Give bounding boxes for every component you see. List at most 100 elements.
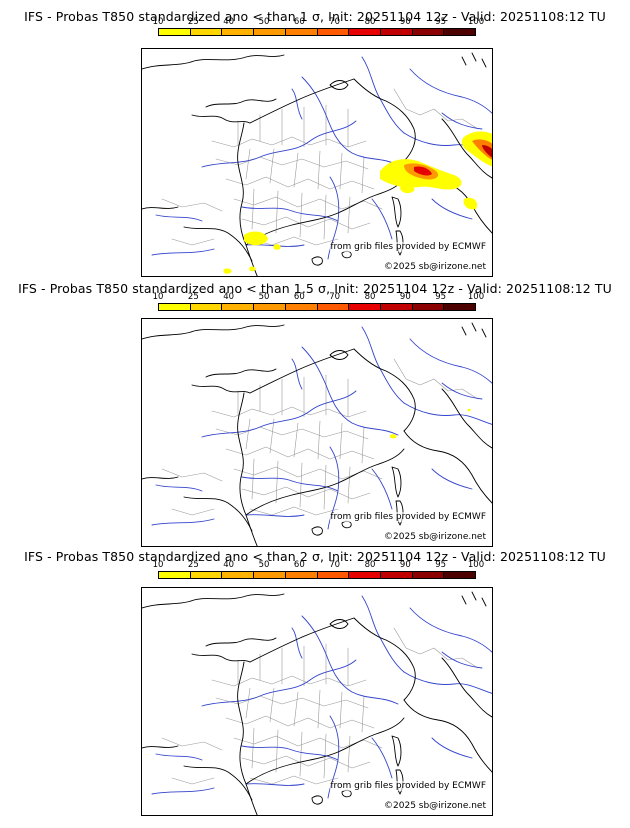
panel-title: IFS - Probas T850 standardized ano < tha… bbox=[24, 9, 606, 24]
map-panel-3: IFS - Probas T850 standardized ano < tha… bbox=[0, 540, 630, 816]
legend-color-swatch bbox=[349, 572, 381, 578]
legend-color-swatch bbox=[412, 304, 445, 310]
legend-tick-label: 90 bbox=[399, 17, 411, 27]
legend-tick-label: 10 bbox=[152, 17, 164, 27]
prob-area-alps bbox=[389, 434, 397, 439]
legend-tick-label: 70 bbox=[329, 17, 341, 27]
probability-map: from grib files provided by ECMWF ©2025 … bbox=[141, 318, 493, 547]
color-legend: 10 25 40 50 60 70 80 90 95 100 bbox=[153, 560, 485, 582]
legend-color-swatch bbox=[254, 29, 286, 35]
legend-color-swatch bbox=[380, 29, 413, 35]
legend-color-swatch bbox=[380, 572, 413, 578]
legend-tick-label: 60 bbox=[293, 560, 305, 570]
legend-tick-label: 25 bbox=[187, 560, 199, 570]
legend-tick-label: 50 bbox=[258, 292, 270, 302]
map-panel-1: IFS - Probas T850 standardized ano < tha… bbox=[0, 0, 630, 277]
source-credit: from grib files provided by ECMWF bbox=[330, 512, 486, 522]
prob-area-sw2 bbox=[223, 268, 232, 274]
legend-color-swatch bbox=[380, 304, 413, 310]
legend-color-swatch bbox=[222, 29, 255, 35]
legend-tick-label: 90 bbox=[399, 560, 411, 570]
color-legend: 10 25 40 50 60 70 80 90 95 100 bbox=[153, 17, 485, 39]
prob-area-sw1 bbox=[273, 244, 281, 250]
legend-color-swatch bbox=[254, 572, 286, 578]
legend-color-swatch bbox=[444, 304, 476, 310]
legend-ticks: 10 25 40 50 60 70 80 90 95 100 bbox=[153, 560, 485, 570]
legend-color-swatch bbox=[190, 572, 223, 578]
legend-tick-label: 95 bbox=[435, 292, 447, 302]
legend-tick-label: 100 bbox=[467, 17, 485, 27]
legend-tick-label: 80 bbox=[364, 292, 376, 302]
probability-areas bbox=[389, 408, 471, 439]
rivers bbox=[151, 326, 492, 530]
prob-area-corsica-n bbox=[400, 184, 415, 194]
color-legend: 10 25 40 50 60 70 80 90 95 100 bbox=[153, 292, 485, 314]
legend-colorbar bbox=[158, 571, 476, 579]
prob-area-alps-peak bbox=[414, 166, 432, 176]
legend-color-swatch bbox=[444, 29, 476, 35]
copyright-credit: ©2025 sb@irizone.net bbox=[384, 262, 486, 272]
legend-tick-label: 80 bbox=[364, 560, 376, 570]
legend-ticks: 10 25 40 50 60 70 80 90 95 100 bbox=[153, 292, 485, 302]
legend-tick-label: 90 bbox=[399, 292, 411, 302]
copyright-credit: ©2025 sb@irizone.net bbox=[384, 801, 486, 811]
legend-tick-label: 95 bbox=[435, 17, 447, 27]
legend-tick-label: 50 bbox=[258, 560, 270, 570]
prob-area-east-core bbox=[472, 139, 492, 160]
legend-color-swatch bbox=[412, 29, 445, 35]
legend-tick-label: 70 bbox=[329, 560, 341, 570]
admin-borders bbox=[161, 358, 479, 516]
legend-color-swatch bbox=[159, 304, 191, 310]
copyright-credit: ©2025 sb@irizone.net bbox=[384, 532, 486, 542]
panel-title: IFS - Probas T850 standardized ano < tha… bbox=[24, 549, 606, 564]
legend-color-swatch bbox=[349, 29, 381, 35]
base-map bbox=[142, 591, 492, 815]
legend-tick-label: 50 bbox=[258, 17, 270, 27]
base-map bbox=[142, 322, 492, 546]
legend-color-swatch bbox=[254, 304, 286, 310]
legend-tick-label: 25 bbox=[187, 17, 199, 27]
legend-tick-label: 10 bbox=[152, 560, 164, 570]
legend-color-swatch bbox=[159, 572, 191, 578]
legend-color-swatch bbox=[317, 29, 350, 35]
legend-color-swatch bbox=[159, 29, 191, 35]
legend-color-swatch bbox=[222, 304, 255, 310]
coastlines bbox=[142, 322, 492, 546]
legend-tick-label: 70 bbox=[329, 292, 341, 302]
legend-tick-label: 95 bbox=[435, 560, 447, 570]
legend-color-swatch bbox=[190, 29, 223, 35]
legend-color-swatch bbox=[285, 304, 318, 310]
legend-color-swatch bbox=[317, 572, 350, 578]
legend-tick-label: 60 bbox=[293, 292, 305, 302]
source-credit: from grib files provided by ECMWF bbox=[330, 781, 486, 791]
map-panel-2: IFS - Probas T850 standardized ano < tha… bbox=[0, 270, 630, 547]
legend-color-swatch bbox=[190, 304, 223, 310]
prob-area-sw3 bbox=[249, 266, 256, 272]
legend-color-swatch bbox=[285, 572, 318, 578]
legend-color-swatch bbox=[222, 572, 255, 578]
legend-colorbar bbox=[158, 28, 476, 36]
legend-tick-label: 40 bbox=[223, 17, 235, 27]
prob-area-iberia bbox=[244, 231, 268, 246]
legend-color-swatch bbox=[285, 29, 318, 35]
coastlines bbox=[142, 591, 492, 815]
legend-color-swatch bbox=[412, 572, 445, 578]
legend-color-swatch bbox=[349, 304, 381, 310]
legend-tick-label: 60 bbox=[293, 17, 305, 27]
legend-tick-label: 25 bbox=[187, 292, 199, 302]
legend-tick-label: 80 bbox=[364, 17, 376, 27]
panel-title: IFS - Probas T850 standardized ano < tha… bbox=[18, 281, 612, 296]
legend-color-swatch bbox=[444, 572, 476, 578]
legend-tick-label: 10 bbox=[152, 292, 164, 302]
legend-tick-label: 100 bbox=[467, 560, 485, 570]
admin-borders bbox=[161, 627, 479, 785]
prob-area-east bbox=[467, 408, 471, 412]
legend-color-swatch bbox=[317, 304, 350, 310]
probability-map: from grib files provided by ECMWF ©2025 … bbox=[141, 587, 493, 816]
base-map bbox=[142, 52, 492, 276]
rivers bbox=[151, 56, 492, 260]
prob-area-adriatic bbox=[463, 197, 478, 210]
legend-tick-label: 40 bbox=[223, 292, 235, 302]
prob-area-east-peak bbox=[482, 145, 492, 158]
legend-ticks: 10 25 40 50 60 70 80 90 95 100 bbox=[153, 17, 485, 27]
